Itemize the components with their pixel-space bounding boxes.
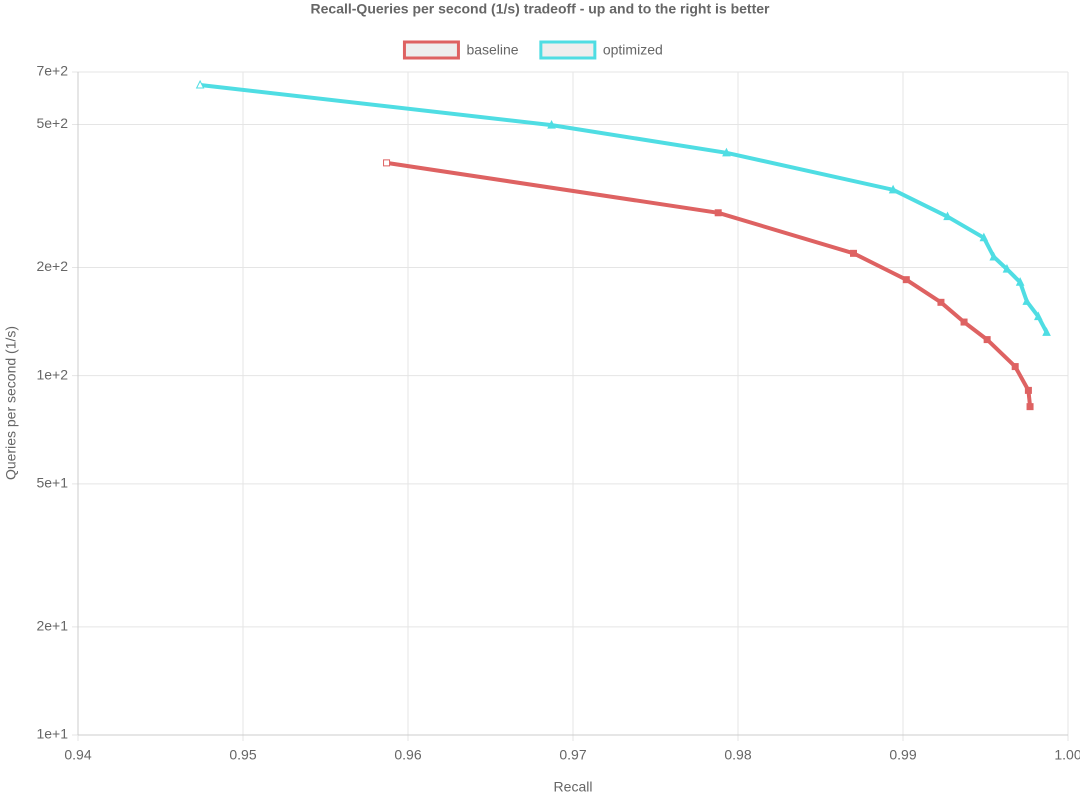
point xyxy=(983,336,991,344)
x-tick-label: 0.98 xyxy=(724,747,751,763)
line-series xyxy=(199,83,1049,334)
y-tick-label: 1e+1 xyxy=(36,726,68,742)
y-axis-label: Queries per second (1/s) xyxy=(3,326,19,480)
legend-swatch[interactable] xyxy=(402,40,460,60)
legend-swatch[interactable] xyxy=(539,40,597,60)
y-tick-label: 5e+2 xyxy=(36,115,68,131)
point xyxy=(902,276,910,284)
x-tick-label: 0.96 xyxy=(394,747,421,763)
x-axis-label: Recall xyxy=(554,779,593,795)
y-tick-label: 7e+2 xyxy=(36,63,68,79)
x-tick-label: 0.94 xyxy=(64,747,91,763)
x-tick-label: 0.99 xyxy=(889,747,916,763)
point xyxy=(888,184,898,194)
point xyxy=(979,232,989,242)
point xyxy=(1002,263,1012,273)
point xyxy=(195,79,205,89)
y-tick-label: 2e+2 xyxy=(36,258,68,274)
chart-title: Recall-Queries per second (1/s) tradeoff… xyxy=(311,1,771,17)
y-tick-label: 5e+1 xyxy=(36,475,68,491)
point xyxy=(547,120,556,129)
x-tick-label: 0.95 xyxy=(229,747,256,763)
point xyxy=(1011,363,1019,371)
point xyxy=(1026,403,1034,411)
point xyxy=(1015,277,1025,286)
legend-label[interactable]: optimized xyxy=(603,42,663,58)
point xyxy=(943,211,952,221)
point xyxy=(989,251,999,261)
point xyxy=(937,298,945,306)
point xyxy=(1024,386,1032,394)
point xyxy=(714,209,722,217)
y-tick-label: 2e+1 xyxy=(36,618,68,634)
point xyxy=(1042,327,1051,336)
point xyxy=(960,318,968,326)
legend-label[interactable]: baseline xyxy=(466,42,518,58)
point xyxy=(850,249,857,257)
y-tick-label: 1e+2 xyxy=(36,366,68,382)
point xyxy=(1022,296,1032,305)
x-tick-label: 1.00 xyxy=(1054,747,1080,763)
line-series xyxy=(386,160,1033,407)
point xyxy=(1033,311,1043,321)
point xyxy=(722,147,731,157)
point xyxy=(383,159,391,167)
x-tick-label: 0.97 xyxy=(559,747,586,763)
